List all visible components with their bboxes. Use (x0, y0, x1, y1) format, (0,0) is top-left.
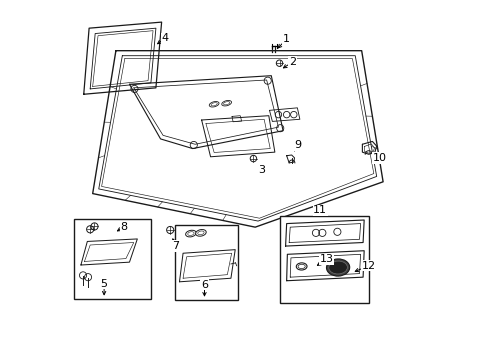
Ellipse shape (187, 232, 194, 235)
Text: 9: 9 (293, 140, 300, 150)
Ellipse shape (197, 231, 203, 235)
Ellipse shape (296, 263, 306, 270)
Text: 2: 2 (288, 57, 295, 67)
Ellipse shape (222, 100, 231, 106)
Text: 1: 1 (283, 34, 289, 44)
Ellipse shape (211, 103, 217, 106)
Ellipse shape (298, 264, 305, 269)
Bar (74, 219, 150, 298)
Text: 11: 11 (313, 205, 326, 215)
Text: 13: 13 (319, 254, 333, 264)
Text: 3: 3 (258, 165, 264, 175)
Text: 7: 7 (172, 241, 179, 251)
Text: 8: 8 (120, 222, 127, 232)
Bar (175, 225, 238, 300)
Text: 4: 4 (162, 33, 168, 43)
Ellipse shape (209, 102, 219, 107)
Ellipse shape (223, 102, 229, 105)
Text: 6: 6 (201, 280, 207, 290)
Ellipse shape (185, 230, 196, 237)
Ellipse shape (195, 230, 206, 236)
Bar (279, 216, 368, 303)
Ellipse shape (328, 261, 346, 274)
Text: 10: 10 (372, 153, 386, 163)
Text: 5: 5 (101, 279, 107, 289)
Text: 12: 12 (361, 261, 375, 271)
Ellipse shape (326, 259, 349, 276)
